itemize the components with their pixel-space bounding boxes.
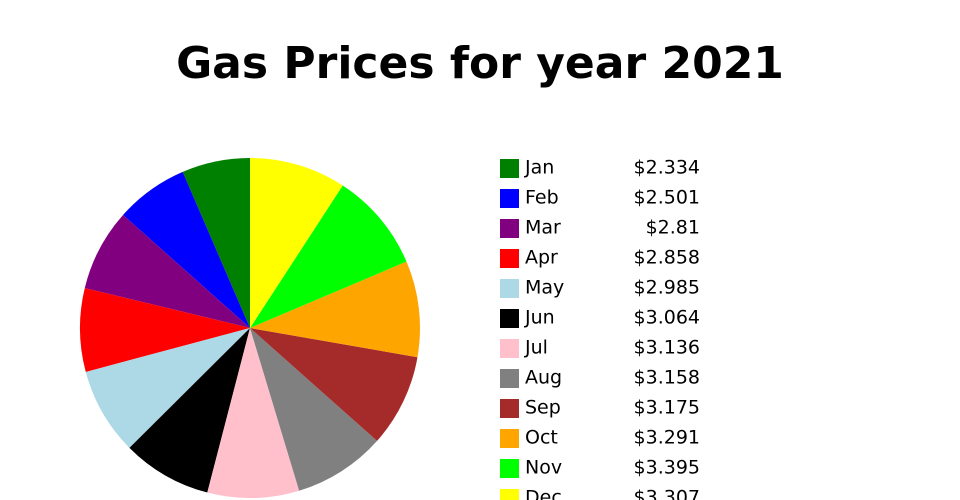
legend-swatch [500,459,519,478]
legend-label: Aug [525,367,562,389]
value-label: $3.064 [634,307,700,329]
pie-slice [250,328,378,491]
legend-swatch [500,339,519,358]
legend-label: Nov [525,457,562,479]
legend-swatch [500,429,519,448]
legend-label: May [525,277,564,299]
value-label: $2.985 [634,277,700,299]
value-label: $3.291 [634,427,700,449]
legend-swatch [500,399,519,418]
value-label: $3.395 [634,457,700,479]
value-label: $3.136 [634,337,700,359]
legend-label: Jul [524,337,548,359]
legend-swatch [500,159,519,178]
legend-swatch [500,279,519,298]
legend-label: Jun [524,307,555,329]
legend-label: Dec [525,487,562,500]
pie-slice [207,328,300,498]
pie-slice [123,171,250,328]
legend-swatch [500,249,519,268]
value-label: $2.858 [634,247,700,269]
legend-label: Sep [525,397,561,419]
legend-label: Oct [525,427,558,449]
value-label: $2.334 [634,157,700,179]
pie-slice [250,185,407,328]
pie-slice [250,261,420,358]
legend-swatch [500,189,519,208]
legend-label: Mar [525,217,561,239]
pie-slice [182,158,250,328]
value-label: $2.501 [634,187,700,209]
value-label: $3.158 [634,367,700,389]
legend-swatch [500,309,519,328]
value-label: $2.81 [646,217,700,239]
pie-slice [250,328,418,441]
pie-slice [79,288,250,372]
pie-slice [84,214,250,328]
pie-slice [129,328,250,493]
pie-slice [85,328,250,448]
legend-swatch [500,489,519,500]
legend-swatch [500,369,519,388]
pie-slice [250,158,343,328]
chart-title: Gas Prices for year 2021 [176,38,784,89]
legend-label: Feb [525,187,559,209]
value-label: $3.175 [634,397,700,419]
legend-label: Jan [524,157,554,179]
legend-swatch [500,219,519,238]
value-label: $3.307 [634,487,700,500]
legend-label: Apr [525,247,558,269]
